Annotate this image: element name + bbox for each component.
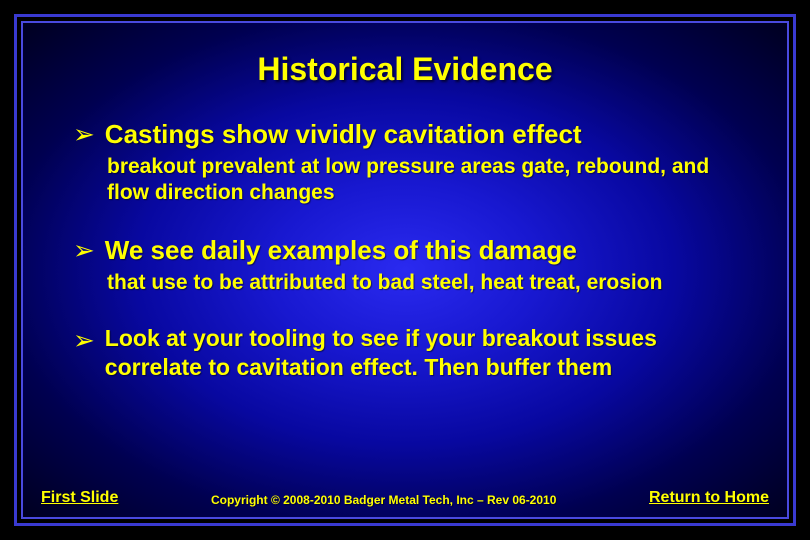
bullet-3: ➢ Look at your tooling to see if your br… <box>73 324 737 382</box>
bullet-2-sub: that use to be attributed to bad steel, … <box>107 270 737 296</box>
return-home-link[interactable]: Return to Home <box>649 489 769 507</box>
bullet-2-main: We see daily examples of this damage <box>105 234 577 266</box>
frame-inner: Historical Evidence ➢ Castings show vivi… <box>21 21 789 519</box>
slide-title: Historical Evidence <box>23 51 787 88</box>
copyright-text: Copyright © 2008-2010 Badger Metal Tech,… <box>211 493 556 507</box>
first-slide-link[interactable]: First Slide <box>41 489 118 507</box>
bullet-marker-icon: ➢ <box>73 118 95 150</box>
slide: Historical Evidence ➢ Castings show vivi… <box>0 0 810 540</box>
slide-footer: First Slide Copyright © 2008-2010 Badger… <box>23 489 787 507</box>
bullet-marker-icon: ➢ <box>73 234 95 266</box>
bullet-marker-icon: ➢ <box>73 324 95 356</box>
bullet-2: ➢ We see daily examples of this damage t… <box>73 234 737 296</box>
bullet-1-sub: breakout prevalent at low pressure areas… <box>107 154 737 206</box>
bullet-1: ➢ Castings show vividly cavitation effec… <box>73 118 737 206</box>
frame-outer: Historical Evidence ➢ Castings show vivi… <box>14 14 796 526</box>
bullet-3-main: Look at your tooling to see if your brea… <box>105 324 737 382</box>
bullet-1-main: Castings show vividly cavitation effect <box>105 118 582 150</box>
slide-content: ➢ Castings show vividly cavitation effec… <box>23 118 787 382</box>
